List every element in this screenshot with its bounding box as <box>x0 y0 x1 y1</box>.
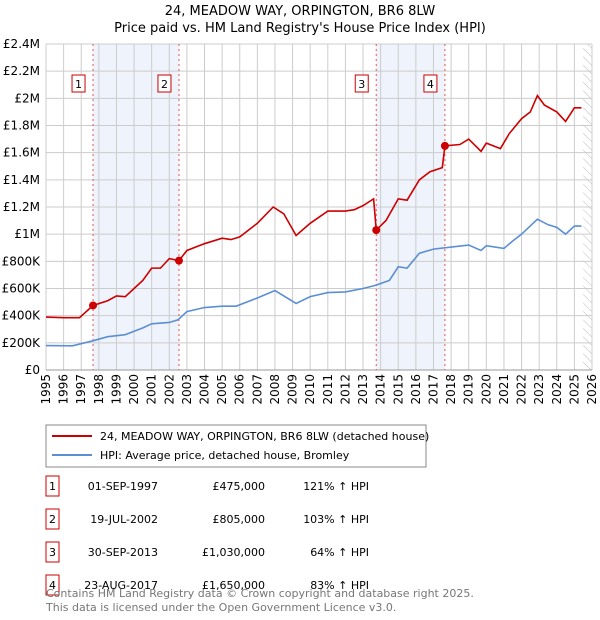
sale-price: £475,000 <box>213 480 266 493</box>
sale-number-box <box>45 574 60 596</box>
x-tick-label: 2014 <box>374 374 388 405</box>
x-tick-label: 2008 <box>268 374 282 405</box>
y-tick-label: £2.2M <box>3 64 40 78</box>
y-tick-label: £1.6M <box>3 146 40 160</box>
legend-label-property: 24, MEADOW WAY, ORPINGTON, BR6 8LW (deta… <box>100 430 429 443</box>
sale-point <box>372 226 381 235</box>
x-tick-label: 2017 <box>426 374 440 405</box>
x-tick-label: 2001 <box>145 374 159 405</box>
x-tick-label: 1998 <box>92 374 106 405</box>
sale-date: 30-SEP-2013 <box>88 546 158 559</box>
sale-number-box <box>45 508 60 530</box>
sale-price: £1,650,000 <box>202 579 265 592</box>
chart-title: 24, MEADOW WAY, ORPINGTON, BR6 8LW <box>165 4 436 19</box>
sale-marker-number: 4 <box>427 78 434 91</box>
x-tick-label: 2003 <box>180 374 194 405</box>
sale-number: 3 <box>49 546 56 559</box>
sale-marker-box <box>423 74 438 93</box>
sale-hpi-change: 83% ↑ HPI <box>310 579 369 592</box>
y-tick-label: £1M <box>14 227 40 241</box>
footer-licence: This data is licensed under the Open Gov… <box>45 601 396 614</box>
sale-price: £1,030,000 <box>202 546 265 559</box>
x-tick-label: 2026 <box>585 374 599 405</box>
y-tick-label: £400K <box>2 309 42 323</box>
legend-label-hpi: HPI: Average price, detached house, Brom… <box>100 449 350 462</box>
x-tick-label: 2010 <box>303 374 317 405</box>
sale-date: 19-JUL-2002 <box>90 513 158 526</box>
y-tick-label: £800K <box>2 254 42 268</box>
x-tick-label: 2025 <box>567 374 581 405</box>
chart-subtitle: Price paid vs. HM Land Registry's House … <box>114 21 486 36</box>
sale-date: 23-AUG-2017 <box>84 579 158 592</box>
x-tick-label: 2022 <box>515 374 529 405</box>
y-tick-label: £0 <box>25 363 40 377</box>
sale-marker-box <box>71 74 86 93</box>
x-tick-label: 2011 <box>321 374 335 405</box>
x-tick-label: 2020 <box>479 374 493 405</box>
y-tick-label: £600K <box>2 282 42 296</box>
sale-marker-number: 3 <box>358 78 365 91</box>
sale-date: 01-SEP-1997 <box>88 480 158 493</box>
x-tick-label: 2004 <box>198 374 212 405</box>
y-tick-label: £2.4M <box>3 37 40 51</box>
sale-point <box>440 141 449 150</box>
sale-marker-box <box>354 74 369 93</box>
y-tick-label: £1.4M <box>3 173 40 187</box>
x-tick-label: 1995 <box>39 374 53 405</box>
sale-price: £805,000 <box>213 513 266 526</box>
sale-marker-number: 1 <box>75 78 82 91</box>
x-tick-label: 2005 <box>215 374 229 405</box>
x-tick-label: 2012 <box>338 374 352 405</box>
y-tick-label: £2M <box>14 91 40 105</box>
sales-table: 1 01-SEP-1997 £475,000 121% ↑ HPI 2 19-JUL-20… <box>45 475 369 596</box>
sale-point <box>89 301 98 310</box>
y-tick-label: £200K <box>2 336 42 350</box>
x-tick-label: 2013 <box>356 374 370 405</box>
property-price-line <box>45 94 582 319</box>
x-tick-label: 2023 <box>532 374 546 405</box>
x-tick-label: 2016 <box>409 374 423 405</box>
x-tick-label: 2021 <box>497 374 511 405</box>
x-tick-label: 1997 <box>74 374 88 405</box>
sale-number: 1 <box>49 480 56 493</box>
sale-number: 4 <box>49 579 56 592</box>
sale-marker-box <box>157 74 172 93</box>
x-tick-label: 2002 <box>162 374 176 405</box>
x-tick-label: 1996 <box>57 374 71 405</box>
sale-number-box <box>45 541 60 563</box>
sale-point <box>174 256 183 265</box>
legend <box>45 424 427 468</box>
x-tick-label: 2024 <box>550 374 564 405</box>
x-tick-label: 1999 <box>109 374 123 405</box>
x-tick-label: 2006 <box>233 374 247 405</box>
sale-hpi-change: 64% ↑ HPI <box>310 546 369 559</box>
sale-number: 2 <box>49 513 56 526</box>
sale-marker-number: 2 <box>161 78 168 91</box>
x-tick-label: 2015 <box>391 374 405 405</box>
x-tick-label: 2009 <box>286 374 300 405</box>
footer-copyright: Contains HM Land Registry data © Crown c… <box>46 587 474 600</box>
sale-number-box <box>45 475 60 497</box>
x-tick-label: 2000 <box>127 374 141 405</box>
x-tick-label: 2007 <box>250 374 264 405</box>
y-tick-label: £1.2M <box>3 200 40 214</box>
x-tick-label: 2018 <box>444 374 458 405</box>
hpi-line <box>45 218 582 347</box>
sale-hpi-change: 103% ↑ HPI <box>303 513 369 526</box>
plot-area: 1995 1996 1997 1998 1999 2000 2001 2002 2003 2004… <box>2 37 599 405</box>
sale-hpi-change: 121% ↑ HPI <box>303 480 369 493</box>
x-tick-label: 2019 <box>462 374 476 405</box>
y-tick-label: £1.8M <box>3 119 40 133</box>
